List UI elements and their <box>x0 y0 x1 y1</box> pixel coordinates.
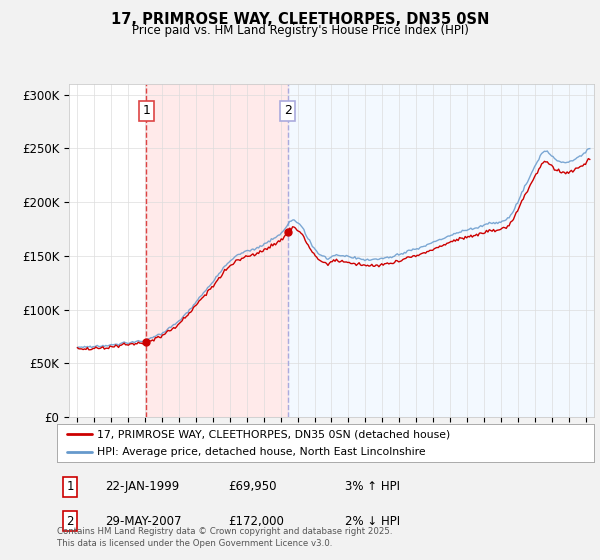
Text: HPI: Average price, detached house, North East Lincolnshire: HPI: Average price, detached house, Nort… <box>97 447 426 457</box>
Text: 22-JAN-1999: 22-JAN-1999 <box>105 480 179 493</box>
Bar <box>69 84 146 417</box>
Text: 17, PRIMROSE WAY, CLEETHORPES, DN35 0SN: 17, PRIMROSE WAY, CLEETHORPES, DN35 0SN <box>111 12 489 27</box>
Text: £69,950: £69,950 <box>228 480 277 493</box>
Text: 3% ↑ HPI: 3% ↑ HPI <box>345 480 400 493</box>
Text: 17, PRIMROSE WAY, CLEETHORPES, DN35 0SN (detached house): 17, PRIMROSE WAY, CLEETHORPES, DN35 0SN … <box>97 429 451 439</box>
Text: 1: 1 <box>67 480 74 493</box>
Text: 2% ↓ HPI: 2% ↓ HPI <box>345 515 400 528</box>
Text: Contains HM Land Registry data © Crown copyright and database right 2025.
This d: Contains HM Land Registry data © Crown c… <box>57 527 392 548</box>
Text: £172,000: £172,000 <box>228 515 284 528</box>
Text: 1: 1 <box>142 104 151 118</box>
Text: 2: 2 <box>284 104 292 118</box>
Text: Price paid vs. HM Land Registry's House Price Index (HPI): Price paid vs. HM Land Registry's House … <box>131 24 469 37</box>
Text: 29-MAY-2007: 29-MAY-2007 <box>105 515 182 528</box>
Bar <box>288 84 594 417</box>
Bar <box>146 84 288 417</box>
Text: 2: 2 <box>67 515 74 528</box>
